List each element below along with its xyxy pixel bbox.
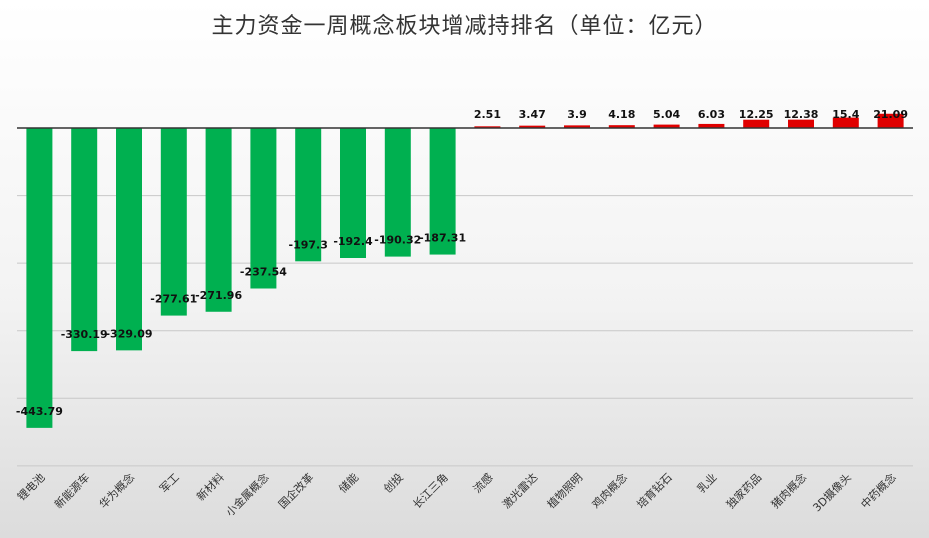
bar	[429, 128, 456, 255]
bar	[877, 113, 904, 128]
category-tick-label: 国企改革	[275, 470, 316, 511]
bar	[698, 123, 725, 128]
category-tick-label: 3D摄像头	[810, 470, 854, 514]
data-label: -237.54	[240, 266, 287, 279]
data-label: -271.96	[195, 289, 242, 302]
category-tick-label: 新材料	[193, 470, 226, 503]
bar	[26, 128, 53, 428]
data-label: 2.51	[474, 108, 501, 121]
category-tick-label: 中药概念	[858, 470, 899, 511]
data-label: 15.4	[832, 108, 859, 121]
data-label: 3.47	[519, 108, 546, 121]
bar	[564, 125, 590, 128]
bar	[295, 128, 322, 262]
data-label: -277.61	[150, 293, 197, 306]
category-tick-label: 储能	[336, 470, 361, 495]
category-tick-label: 创投	[380, 470, 405, 495]
bar	[743, 119, 770, 128]
bar	[788, 119, 814, 128]
category-tick-label: 华为概念	[96, 470, 137, 511]
bar	[608, 125, 635, 128]
category-tick-label: 猪肉概念	[768, 470, 809, 511]
data-label: 5.04	[653, 108, 680, 121]
category-tick-label: 鸡肉概念	[589, 470, 630, 511]
category-tick-label: 新能源车	[51, 470, 92, 511]
bar	[71, 128, 98, 352]
category-tick-label: 锂电池	[14, 470, 47, 503]
bar	[384, 128, 411, 257]
data-label: -187.31	[419, 232, 466, 245]
bar	[519, 125, 546, 128]
category-tick-label: 独家药品	[723, 470, 764, 511]
data-label: 3.9	[567, 108, 587, 121]
data-label: -329.09	[105, 327, 152, 340]
data-label: -330.19	[61, 328, 108, 341]
bar	[653, 124, 680, 128]
category-tick-label: 小金属概念	[223, 470, 272, 519]
bar	[250, 128, 277, 289]
data-label: -192.4	[333, 235, 373, 248]
data-label: -443.79	[16, 405, 63, 418]
chart-title: 主力资金一周概念板块增减持排名（单位：亿元）	[211, 14, 718, 39]
bar	[340, 128, 366, 259]
category-tick-label: 流感	[470, 470, 495, 495]
data-label: 12.25	[739, 108, 774, 121]
category-tick-label: 乳业	[695, 471, 720, 496]
bar	[474, 126, 501, 128]
data-label: 4.18	[608, 108, 635, 121]
bar	[160, 128, 187, 316]
bar	[205, 128, 232, 312]
data-label: 12.38	[784, 108, 819, 121]
data-label: -197.3	[289, 238, 328, 251]
category-tick-label: 培育钻石	[634, 470, 675, 511]
data-label: -190.32	[374, 234, 421, 247]
data-label: 21.09	[873, 108, 908, 121]
bar	[832, 117, 859, 128]
data-label: 6.03	[698, 108, 725, 121]
category-tick-label: 军工	[157, 471, 182, 496]
category-tick-label: 激光雷达	[499, 470, 540, 511]
bar	[116, 128, 142, 351]
category-tick-label: 长江三角	[410, 471, 450, 511]
category-tick-label: 植物照明	[544, 470, 585, 511]
